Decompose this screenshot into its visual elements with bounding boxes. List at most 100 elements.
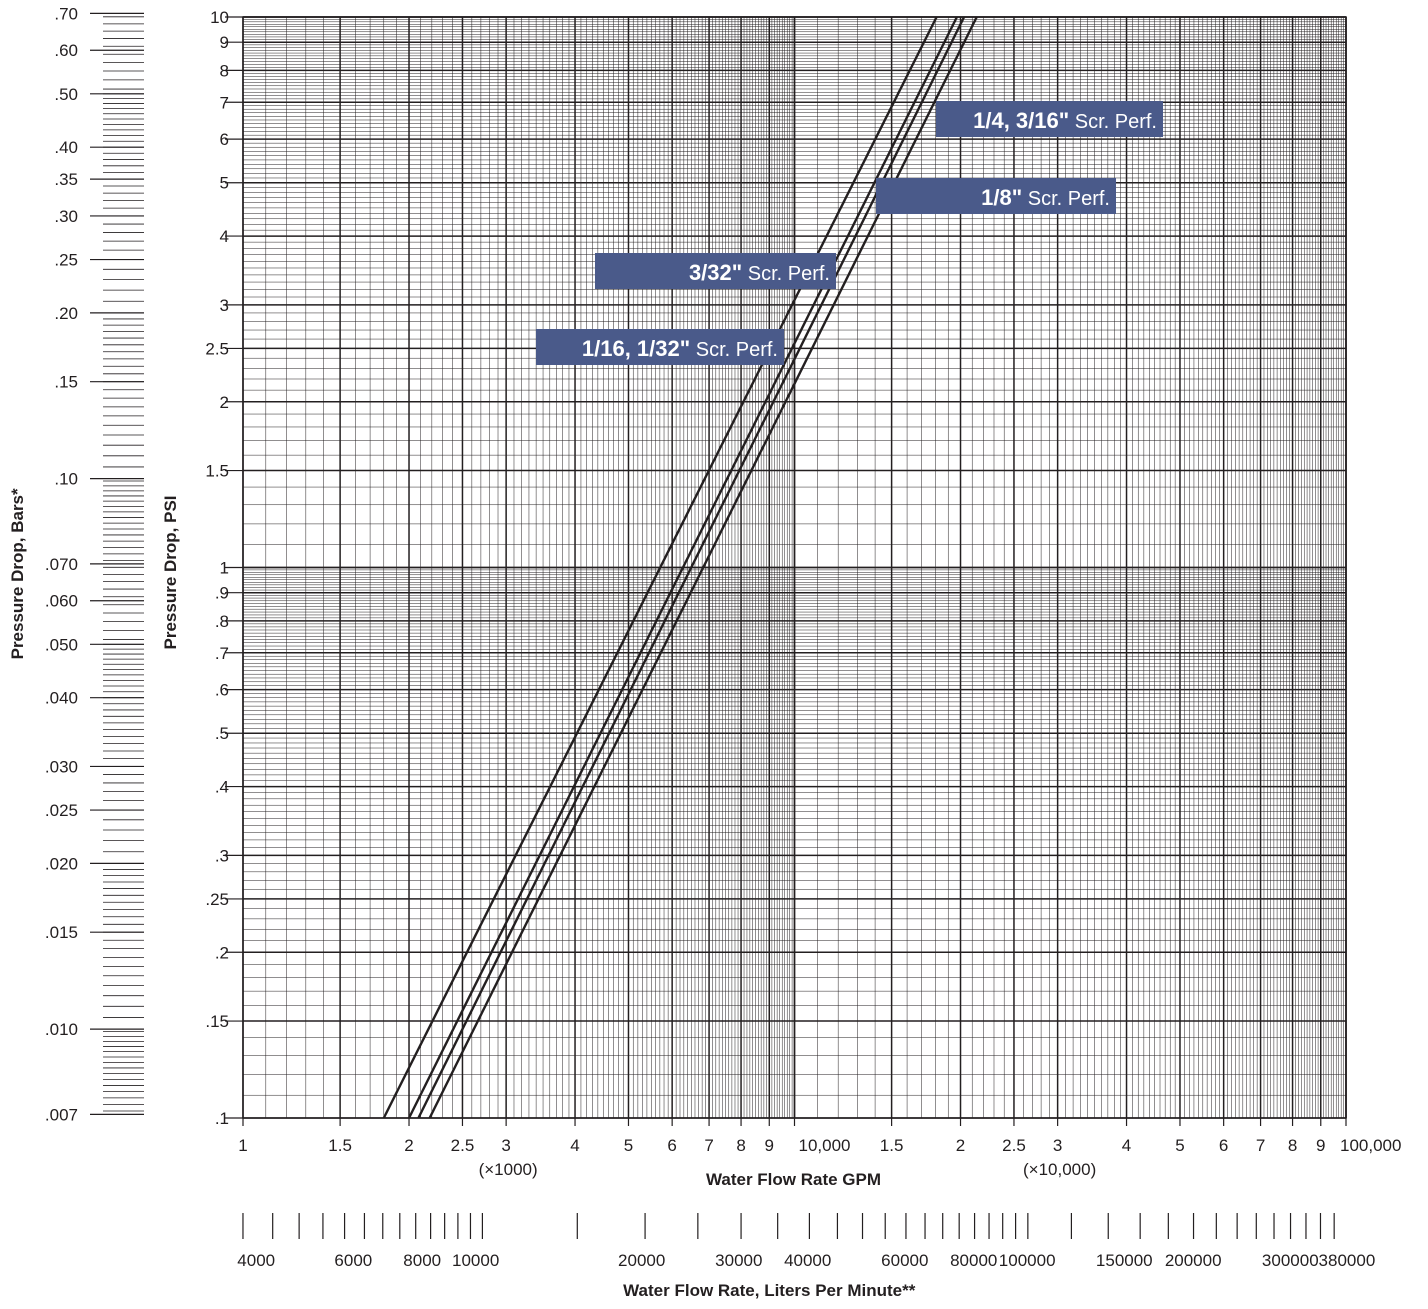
y-tick-label: .8 [215,612,229,631]
x-tick-label: 2.5 [1002,1136,1026,1155]
bar-scale-label: .50 [54,85,78,104]
series-label-box [936,101,1163,137]
x-tick-label: 1 [238,1136,247,1155]
liter-scale-label: 10000 [452,1251,499,1270]
bar-scale-label: .020 [45,854,78,873]
y-tick-label: 10 [210,8,229,27]
x-tick-label: 8 [1288,1136,1297,1155]
series-label: 1/4, 3/16" Scr. Perf. [973,108,1157,133]
y-tick-label: .1 [215,1109,229,1128]
x-tick-label: 7 [1256,1136,1265,1155]
series-label-box [536,329,784,365]
liter-scale-label: 8000 [403,1251,441,1270]
y-tick-label: 9 [220,33,229,52]
liter-scale-label: 4000 [237,1251,275,1270]
bar-scale-label: .30 [54,207,78,226]
y-tick-label: 7 [220,93,229,112]
liter-scale-title: Water Flow Rate, Liters Per Minute** [623,1281,916,1300]
y-tick-label: .4 [215,778,229,797]
series-label-box [876,178,1116,214]
bar-scale-label: .007 [45,1105,78,1124]
x-tick-label: 7 [704,1136,713,1155]
bar-scale-label: .025 [45,801,78,820]
y-tick-label: 6 [220,130,229,149]
x-tick-label: 3 [1053,1136,1062,1155]
y-tick-label: 2.5 [205,339,229,358]
series-label: 1/16, 1/32" Scr. Perf. [582,336,778,361]
liter-scale-label: 40000 [784,1251,831,1270]
bar-scale-label: .10 [54,470,78,489]
x-tick-label: 1.5 [328,1136,352,1155]
bar-scale-label: .030 [45,757,78,776]
x-tick-label: 8 [736,1136,745,1155]
liter-scale-label: 30000 [715,1251,762,1270]
series-label-rest: Scr. Perf. [1069,111,1157,133]
bar-scale-label: .20 [54,304,78,323]
bar-scale-label: .25 [54,251,78,270]
series-label-rest: Scr. Perf. [1022,188,1110,210]
y-tick-label: 5 [220,174,229,193]
liter-scale-label: 200000 [1165,1251,1222,1270]
y-tick-label: 8 [220,61,229,80]
x-tick-label: 4 [570,1136,579,1155]
y-tick-label: 4 [220,227,229,246]
liter-scale-label: 20000 [618,1251,665,1270]
bar-scale-label: .60 [54,41,78,60]
bar-scale-label: .060 [45,592,78,611]
bar-scale-label: .050 [45,635,78,654]
x-tick-label: 100,000 [1340,1136,1401,1155]
x-multiplier-label: (×1000) [479,1160,538,1179]
y-axis-title: Pressure Drop, PSI [161,495,180,649]
liter-scale-label: 60000 [881,1251,928,1270]
y-tick-label: .7 [215,644,229,663]
series-label-bold: 1/8" [981,185,1022,210]
y-tick-label: 3 [220,296,229,315]
liter-scale-label: 6000 [334,1251,372,1270]
series-label-rest: Scr. Perf. [690,339,778,361]
x-tick-label: 2.5 [451,1136,475,1155]
x-tick-label: 6 [667,1136,676,1155]
bar-scale-label: .40 [54,138,78,157]
y-tick-label: .3 [215,846,229,865]
y-tick-label: .5 [215,724,229,743]
bar-scale-label: .015 [45,923,78,942]
x-tick-label: 10,000 [799,1136,851,1155]
liter-scale-label: 100000 [999,1251,1056,1270]
liter-scale-label: 80000 [950,1251,997,1270]
x-axis-title: Water Flow Rate GPM [706,1170,881,1189]
y-tick-label: .6 [215,681,229,700]
x-tick-label: 9 [1316,1136,1325,1155]
x-multiplier-label: (×10,000) [1023,1160,1096,1179]
series-label: 1/8" Scr. Perf. [981,185,1110,210]
x-tick-label: 1.5 [880,1136,904,1155]
liter-scale-label: 300000 [1262,1251,1319,1270]
y-tick-label: .15 [205,1012,229,1031]
bar-scale-label: .070 [45,555,78,574]
series-line [407,16,958,1119]
x-tick-label: 2 [956,1136,965,1155]
series-label-bold: 1/4, 3/16" [973,108,1069,133]
liter-scale-label: 150000 [1096,1251,1153,1270]
x-tick-label: 5 [624,1136,633,1155]
bar-scale-label: .010 [45,1020,78,1039]
x-tick-label: 9 [765,1136,774,1155]
bar-scale-label: .35 [54,170,78,189]
x-tick-label: 2 [404,1136,413,1155]
y-tick-label: .9 [215,584,229,603]
series-line [382,16,938,1119]
series-label-box [595,253,836,289]
y-tick-label: 1.5 [205,462,229,481]
bar-scale-title: Pressure Drop, Bars* [8,488,27,659]
y-tick-label: 2 [220,393,229,412]
liter-scale-label: 380000 [1319,1251,1376,1270]
x-tick-label: 4 [1122,1136,1131,1155]
y-tick-label: .25 [205,890,229,909]
x-tick-label: 3 [501,1136,510,1155]
series-label: 3/32" Scr. Perf. [689,260,830,285]
series-label-rest: Scr. Perf. [742,263,830,285]
x-tick-label: 6 [1219,1136,1228,1155]
series-line [417,16,966,1119]
series-label-bold: 1/16, 1/32" [582,336,690,361]
